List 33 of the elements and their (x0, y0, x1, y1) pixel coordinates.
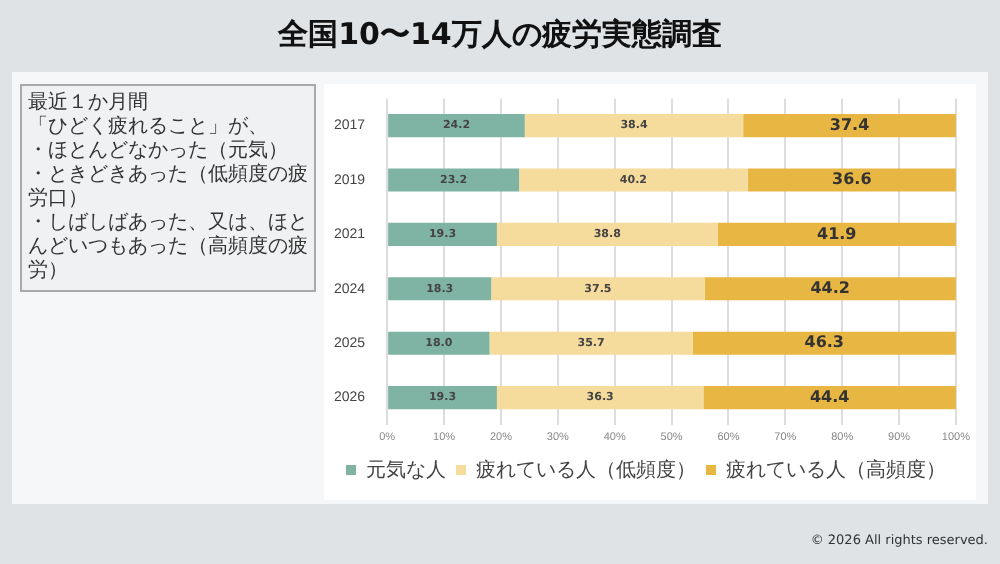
bar (388, 331, 490, 355)
bar (524, 114, 744, 138)
data-label: 46.3 (804, 333, 845, 352)
bar (703, 386, 956, 410)
bar (704, 277, 956, 301)
bar (519, 168, 748, 192)
bar (388, 386, 497, 410)
bar (743, 114, 956, 138)
bar (388, 277, 492, 301)
chart-title: 全国10〜14万人の疲労実態調査 (275, 16, 724, 54)
bar (388, 168, 520, 192)
text: ・ときどきあった（低頻度の疲労口） (28, 164, 308, 212)
data-label: 44.2 (810, 278, 850, 297)
text: ・ほとんどなかった（元気） (28, 140, 290, 163)
text: 「ひどく疲れること」が、 (28, 116, 270, 140)
bar (496, 386, 704, 410)
data-label: 41.9 (817, 224, 858, 243)
data-label: 44.4 (809, 387, 851, 406)
bar (692, 331, 956, 355)
legend-label: 疲れている人（高頻度） (726, 457, 946, 482)
bar (388, 222, 497, 246)
bar (496, 222, 718, 246)
text: 最近１か月間 (28, 92, 150, 115)
bar (489, 331, 693, 355)
bar (388, 114, 525, 138)
bar (747, 168, 956, 192)
bar (491, 277, 705, 301)
bar (717, 222, 956, 246)
text: ・しばしばあった、又は、ほとんどいつもあった（高頻度の疲労） (28, 212, 308, 284)
data-label: 37.4 (829, 115, 871, 134)
legend-label: 元気な人 (366, 459, 446, 482)
data-label: 36.6 (832, 170, 873, 189)
legend-label: 疲れている人（低頻度） (476, 457, 696, 482)
